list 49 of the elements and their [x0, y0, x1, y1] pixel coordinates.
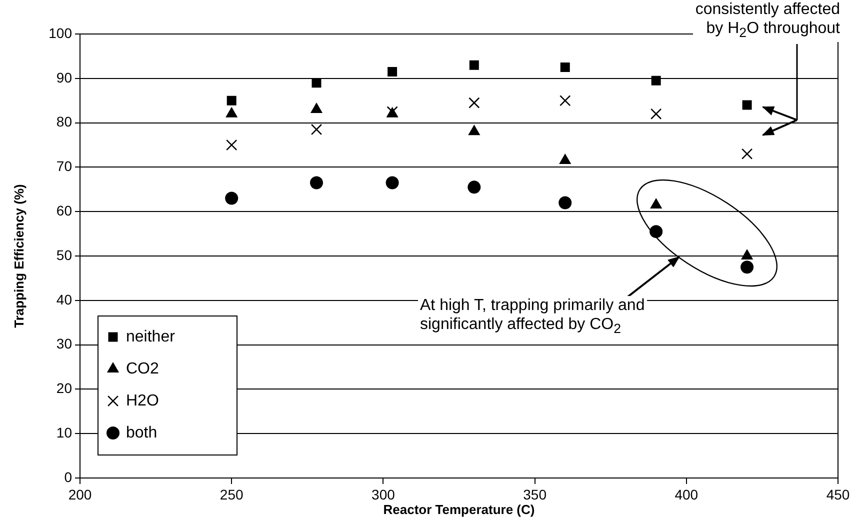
- point: [558, 196, 572, 210]
- point: [468, 180, 481, 194]
- point: [741, 148, 753, 160]
- point: [310, 124, 322, 136]
- y-tick-label: 100: [48, 24, 72, 41]
- y-tick-label: 90: [56, 69, 72, 86]
- point: [312, 78, 322, 88]
- y-tick-label: 80: [56, 114, 72, 130]
- x-tick-label: 350: [523, 486, 547, 502]
- annotation: At high T, trapping primarily and significantly affected by CO$_{2}$: [418, 296, 647, 338]
- y-tick-label: 60: [56, 202, 72, 218]
- y-tick-label: 70: [56, 158, 72, 174]
- point: [651, 76, 661, 86]
- x-tick-label: 200: [68, 486, 92, 502]
- y-axis-title: Trapping Efficiency (%): [11, 184, 26, 328]
- point: [560, 95, 571, 106]
- y-tick-label: 0: [64, 468, 72, 485]
- point: [650, 198, 662, 208]
- point: [741, 250, 753, 260]
- point: [560, 62, 570, 72]
- point: [310, 176, 323, 190]
- x-tick-label: 450: [826, 486, 850, 502]
- point: [225, 192, 238, 205]
- x-tick-label: 300: [372, 486, 396, 502]
- point: [388, 67, 398, 76]
- legend-label: neither: [126, 328, 176, 346]
- point: [226, 96, 236, 106]
- point: [740, 260, 754, 274]
- legend-label: both: [126, 424, 158, 442]
- point: [468, 97, 480, 108]
- y-tick-label: 10: [56, 424, 72, 440]
- point: [386, 176, 399, 190]
- point: [650, 108, 662, 120]
- point: [559, 154, 571, 164]
- point: [468, 125, 480, 136]
- point: [742, 100, 752, 110]
- x-axis-title: Reactor Temperature (C): [383, 502, 535, 517]
- y-tick-label: 50: [56, 246, 72, 263]
- legend-label: H2O: [126, 392, 159, 410]
- y-tick-label: 40: [56, 291, 72, 308]
- y-tick-label: 30: [56, 336, 72, 352]
- point: [226, 139, 238, 151]
- annotation: consistently affected by H$_{2}$O throughout: [693, 0, 842, 42]
- x-tick-label: 400: [674, 486, 698, 502]
- y-tick-label: 20: [56, 380, 72, 396]
- legend-label: CO2: [126, 360, 159, 378]
- point: [650, 225, 663, 238]
- point: [469, 60, 479, 70]
- x-tick-label: 250: [220, 486, 244, 502]
